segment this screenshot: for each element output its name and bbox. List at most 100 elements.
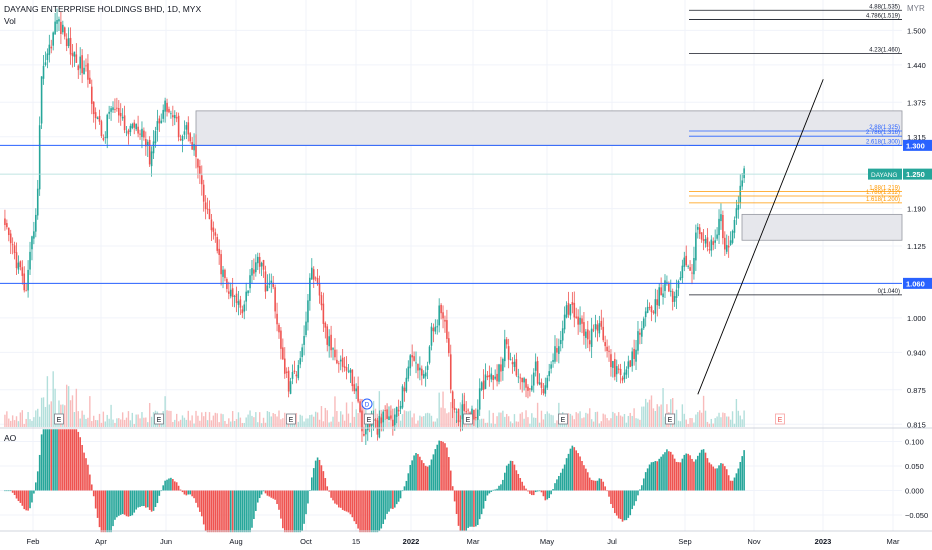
candle-body	[123, 115, 126, 131]
candle-body	[602, 326, 605, 341]
volume-bar	[691, 418, 693, 427]
volume-bar	[224, 420, 226, 427]
ao-bar	[473, 490, 475, 527]
volume-bar	[397, 413, 400, 427]
candle-body	[143, 130, 145, 138]
volume-bar	[459, 402, 462, 427]
volume-bar	[594, 412, 597, 427]
ao-bar	[35, 482, 37, 491]
candle-body	[21, 267, 24, 276]
candle-body	[60, 21, 62, 35]
volume-bar	[600, 421, 602, 427]
volume-bar	[727, 416, 730, 427]
ao-bar	[650, 462, 653, 491]
volume-bar	[511, 423, 514, 427]
ao-bar	[46, 429, 49, 491]
volume-bar	[726, 416, 728, 427]
candle-body	[507, 346, 510, 360]
ao-bar	[363, 490, 365, 533]
candle-body	[664, 280, 666, 292]
volume-bar	[706, 421, 709, 427]
candle-body	[189, 133, 192, 142]
candle-body	[588, 340, 591, 345]
ao-bar	[685, 453, 688, 491]
last-price-tag-text: 1.250	[906, 170, 925, 179]
volume-bar	[550, 414, 552, 427]
ao-bar	[698, 452, 701, 491]
ao-bar	[270, 490, 273, 498]
ao-bar	[488, 490, 491, 494]
ao-bar	[368, 490, 371, 533]
candle-body	[361, 410, 363, 432]
candle-body	[480, 382, 483, 390]
volume-bar	[21, 410, 23, 427]
ao-bar	[179, 489, 182, 491]
volume-bar	[98, 413, 101, 427]
candle-body	[436, 326, 439, 328]
ao-bar	[625, 490, 628, 521]
ao-histogram	[4, 429, 745, 533]
ao-bar	[652, 461, 655, 491]
volume-bar	[488, 410, 491, 427]
candle-body	[554, 346, 556, 362]
volume-bar	[567, 413, 570, 427]
ao-bar	[531, 490, 533, 496]
volume-bar	[623, 414, 626, 427]
ao-bar	[517, 473, 520, 491]
candle-body	[228, 291, 230, 294]
ao-bar	[129, 490, 132, 517]
volume-bar	[542, 419, 545, 427]
price-tick-label: 1.125	[907, 242, 926, 251]
ao-bar	[60, 429, 62, 491]
candle-body	[648, 307, 651, 309]
candle-body	[175, 117, 178, 119]
ao-bar	[40, 434, 43, 491]
earnings-marker: E	[466, 417, 471, 424]
candle-body	[556, 348, 558, 353]
ao-axis[interactable]: 0.100 0.050 0.000 −0.050	[905, 438, 928, 521]
volume-bar	[658, 406, 660, 427]
ao-bar	[666, 449, 668, 491]
candle-body	[110, 108, 112, 112]
candle-body	[490, 373, 493, 380]
candle-body	[52, 32, 54, 46]
ao-bar	[152, 490, 155, 511]
volume-bar	[316, 412, 319, 427]
volume-bar	[554, 423, 556, 427]
candle-body	[399, 405, 402, 409]
volume-bar	[697, 412, 699, 427]
ao-bar	[266, 490, 269, 496]
candle-body	[374, 419, 377, 421]
ao-bar	[691, 458, 693, 491]
candle-body	[81, 55, 83, 74]
candle-body	[365, 429, 367, 435]
ao-bar	[494, 489, 496, 491]
candle-body	[92, 101, 95, 115]
candle-body	[625, 369, 628, 375]
time-axis[interactable]: Feb Apr Jun Aug Oct 15 2022 Mar May Jul Sep Nov 2023…	[27, 537, 900, 546]
time-tick-label: 15	[352, 537, 360, 546]
ao-bar	[36, 471, 39, 491]
candle-body	[83, 67, 85, 75]
price-axis[interactable]: 1.500 1.440 1.375 1.315 1.250 1.190 1.125 1.060…	[907, 26, 926, 429]
earnings-marker: E	[57, 417, 62, 424]
ao-bar	[671, 454, 674, 491]
volume-bar	[4, 414, 6, 427]
candle-body	[318, 283, 321, 296]
ao-bar	[575, 450, 578, 491]
ao-bar	[92, 490, 95, 497]
ao-bar	[449, 470, 452, 491]
ao-bar	[459, 490, 462, 532]
ao-bar	[436, 444, 439, 491]
candle-body	[675, 289, 678, 298]
candle-body	[608, 350, 610, 352]
volume-bar	[610, 418, 612, 427]
chart-title: DAYANG ENTERPRISE HOLDINGS BHD, 1D, MYX	[4, 4, 201, 14]
ao-bar	[287, 490, 290, 533]
volume-bar	[8, 418, 10, 427]
candle-body	[486, 376, 489, 378]
ao-bar	[415, 453, 417, 491]
ao-bar	[9, 490, 12, 492]
volume-bar	[233, 421, 236, 427]
